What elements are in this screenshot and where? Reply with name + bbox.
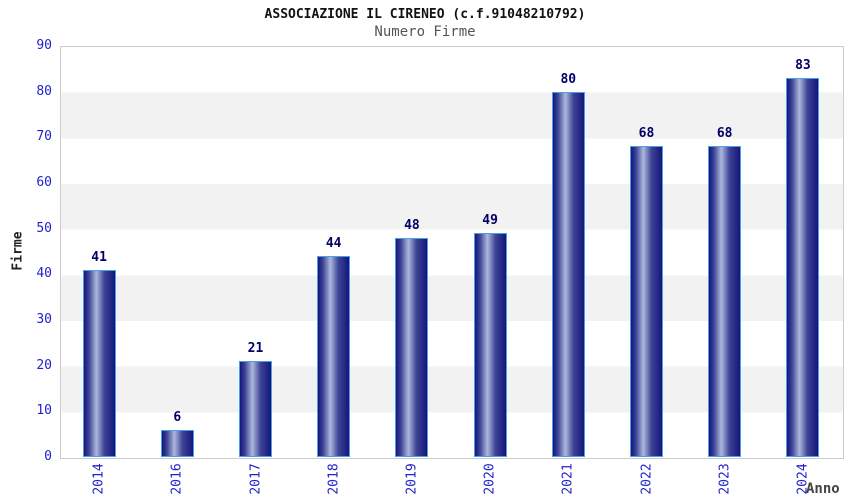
bar-value-label: 21 bbox=[247, 341, 264, 357]
y-tick-label: 70 bbox=[36, 129, 52, 145]
y-tick-label: 60 bbox=[36, 175, 52, 190]
bar-2022 bbox=[630, 146, 663, 457]
x-tick-label: 2017 bbox=[248, 463, 263, 495]
bar-2019 bbox=[395, 237, 429, 457]
bar-value-label: 41 bbox=[91, 249, 107, 265]
x-tick-label: 2019 bbox=[404, 463, 420, 495]
bar-value-label: 48 bbox=[404, 217, 420, 233]
x-tick-label: 2018 bbox=[326, 463, 342, 495]
bar-value-label: 49 bbox=[482, 213, 498, 229]
bar-2024 bbox=[786, 77, 820, 457]
bar-value-label: 44 bbox=[325, 236, 342, 252]
bar-2016 bbox=[160, 429, 194, 457]
y-axis-label: Firme bbox=[10, 231, 26, 271]
x-tick-label: 2016 bbox=[169, 463, 185, 495]
y-tick-label: 50 bbox=[36, 220, 52, 236]
chart-title: ASSOCIAZIONE IL CIRENEO (c.f.91048210792… bbox=[264, 7, 586, 22]
bar-value-label: 68 bbox=[716, 126, 733, 142]
x-tick-label: 2022 bbox=[639, 463, 654, 495]
bar-value-label: 6 bbox=[173, 409, 182, 425]
bar-2020 bbox=[473, 233, 507, 457]
x-tick-label: 2020 bbox=[482, 463, 498, 495]
bar-2021 bbox=[551, 91, 585, 457]
bar-2018 bbox=[317, 256, 351, 457]
y-tick-label: 80 bbox=[36, 83, 52, 99]
y-tick-label: 40 bbox=[36, 266, 52, 282]
y-tick-label: 10 bbox=[36, 403, 52, 419]
bar-value-label: 80 bbox=[560, 71, 577, 87]
bar-2023 bbox=[708, 146, 742, 457]
x-tick-label: 2021 bbox=[560, 463, 576, 495]
bar-2014 bbox=[82, 269, 116, 457]
x-tick-label: 2023 bbox=[717, 463, 733, 495]
bar-value-label: 68 bbox=[638, 126, 655, 142]
bar-value-label: 83 bbox=[795, 57, 811, 73]
chart-subtitle: Numero Firme bbox=[374, 24, 476, 40]
y-tick-label: 30 bbox=[36, 312, 52, 327]
y-tick-label: 90 bbox=[36, 38, 52, 53]
bar-2017 bbox=[239, 361, 272, 457]
x-tick-label: 2014 bbox=[91, 463, 107, 495]
x-axis-label: Anno bbox=[806, 481, 840, 497]
y-tick-label: 20 bbox=[36, 357, 52, 373]
y-tick-label: 0 bbox=[44, 449, 52, 464]
